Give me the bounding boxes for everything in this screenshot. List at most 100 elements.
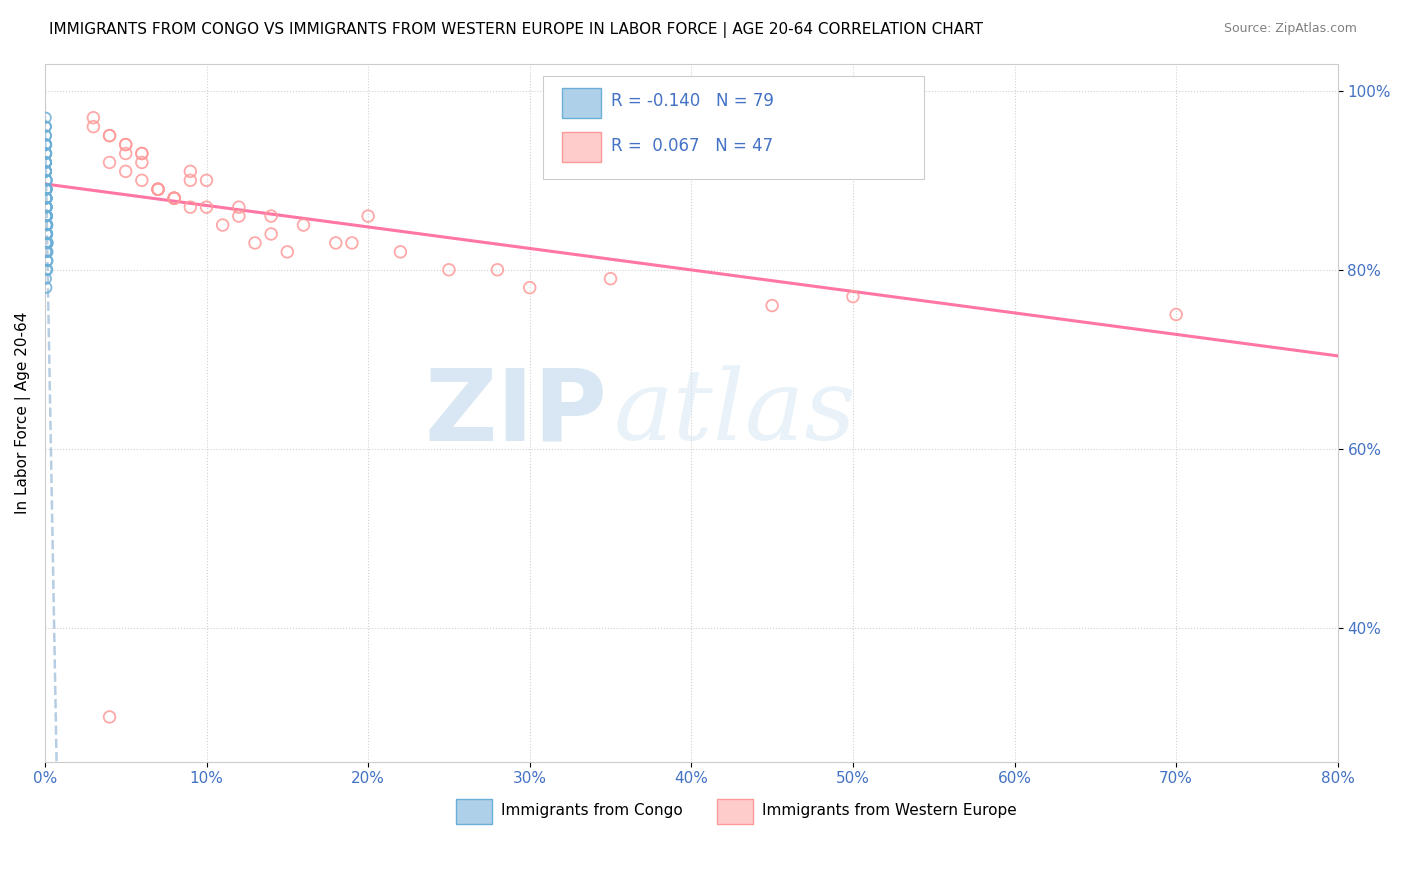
Point: [35, 218, 58, 232]
Text: atlas: atlas: [614, 365, 856, 460]
Point: [163, 191, 186, 205]
Point: [131, 155, 153, 169]
Point: [163, 191, 186, 205]
Point: [37, 262, 59, 277]
Point: [146, 182, 169, 196]
Point: [37, 235, 59, 250]
Point: [195, 173, 218, 187]
Point: [35, 244, 58, 259]
Point: [35, 218, 58, 232]
Point: [35, 209, 58, 223]
Point: [35, 146, 58, 161]
Point: [486, 262, 509, 277]
Point: [842, 290, 865, 304]
Point: [35, 227, 58, 241]
Point: [35, 155, 58, 169]
Text: R =  0.067   N = 47: R = 0.067 N = 47: [612, 136, 773, 154]
Text: IMMIGRANTS FROM CONGO VS IMMIGRANTS FROM WESTERN EUROPE IN LABOR FORCE | AGE 20-: IMMIGRANTS FROM CONGO VS IMMIGRANTS FROM…: [49, 22, 983, 38]
Point: [114, 137, 136, 152]
Point: [35, 209, 58, 223]
Point: [131, 146, 153, 161]
Point: [35, 191, 58, 205]
Point: [131, 173, 153, 187]
Point: [179, 164, 201, 178]
Point: [37, 253, 59, 268]
Point: [228, 209, 250, 223]
Point: [260, 227, 283, 241]
Point: [35, 164, 58, 178]
Point: [114, 164, 136, 178]
Point: [82, 111, 104, 125]
Point: [146, 182, 169, 196]
Point: [163, 191, 186, 205]
FancyBboxPatch shape: [717, 799, 754, 824]
Point: [35, 262, 58, 277]
Point: [35, 155, 58, 169]
Point: [35, 235, 58, 250]
Point: [1166, 308, 1188, 322]
Point: [35, 200, 58, 214]
Point: [35, 173, 58, 187]
Point: [98, 128, 121, 143]
Point: [761, 299, 783, 313]
Point: [35, 137, 58, 152]
Point: [35, 155, 58, 169]
Point: [35, 218, 58, 232]
Point: [437, 262, 460, 277]
Point: [35, 235, 58, 250]
Point: [35, 218, 58, 232]
Point: [35, 200, 58, 214]
Point: [35, 137, 58, 152]
Point: [163, 191, 186, 205]
Point: [357, 209, 380, 223]
Point: [114, 137, 136, 152]
Point: [35, 182, 58, 196]
Point: [195, 200, 218, 214]
Point: [35, 209, 58, 223]
Point: [35, 191, 58, 205]
Point: [389, 244, 412, 259]
Point: [179, 200, 201, 214]
Point: [35, 253, 58, 268]
Point: [211, 218, 233, 232]
Point: [35, 182, 58, 196]
Point: [35, 209, 58, 223]
Point: [35, 155, 58, 169]
Point: [35, 235, 58, 250]
Point: [35, 191, 58, 205]
Text: R = -0.140   N = 79: R = -0.140 N = 79: [612, 92, 775, 110]
Point: [35, 200, 58, 214]
Point: [35, 164, 58, 178]
Text: Immigrants from Congo: Immigrants from Congo: [502, 803, 683, 818]
Point: [35, 209, 58, 223]
Point: [260, 209, 283, 223]
Text: Source: ZipAtlas.com: Source: ZipAtlas.com: [1223, 22, 1357, 36]
Point: [325, 235, 347, 250]
Point: [35, 146, 58, 161]
Point: [35, 146, 58, 161]
FancyBboxPatch shape: [543, 76, 924, 179]
Point: [599, 271, 621, 285]
Point: [519, 280, 541, 294]
Point: [35, 227, 58, 241]
Point: [35, 164, 58, 178]
Point: [82, 120, 104, 134]
Point: [35, 137, 58, 152]
FancyBboxPatch shape: [562, 132, 600, 161]
Point: [35, 244, 58, 259]
Point: [98, 128, 121, 143]
Point: [35, 173, 58, 187]
Point: [35, 227, 58, 241]
Point: [35, 182, 58, 196]
Point: [35, 182, 58, 196]
Point: [35, 182, 58, 196]
Point: [35, 146, 58, 161]
Point: [35, 209, 58, 223]
Point: [35, 227, 58, 241]
Point: [35, 200, 58, 214]
Point: [35, 209, 58, 223]
Point: [35, 191, 58, 205]
Point: [35, 271, 58, 285]
Point: [35, 173, 58, 187]
Point: [35, 182, 58, 196]
